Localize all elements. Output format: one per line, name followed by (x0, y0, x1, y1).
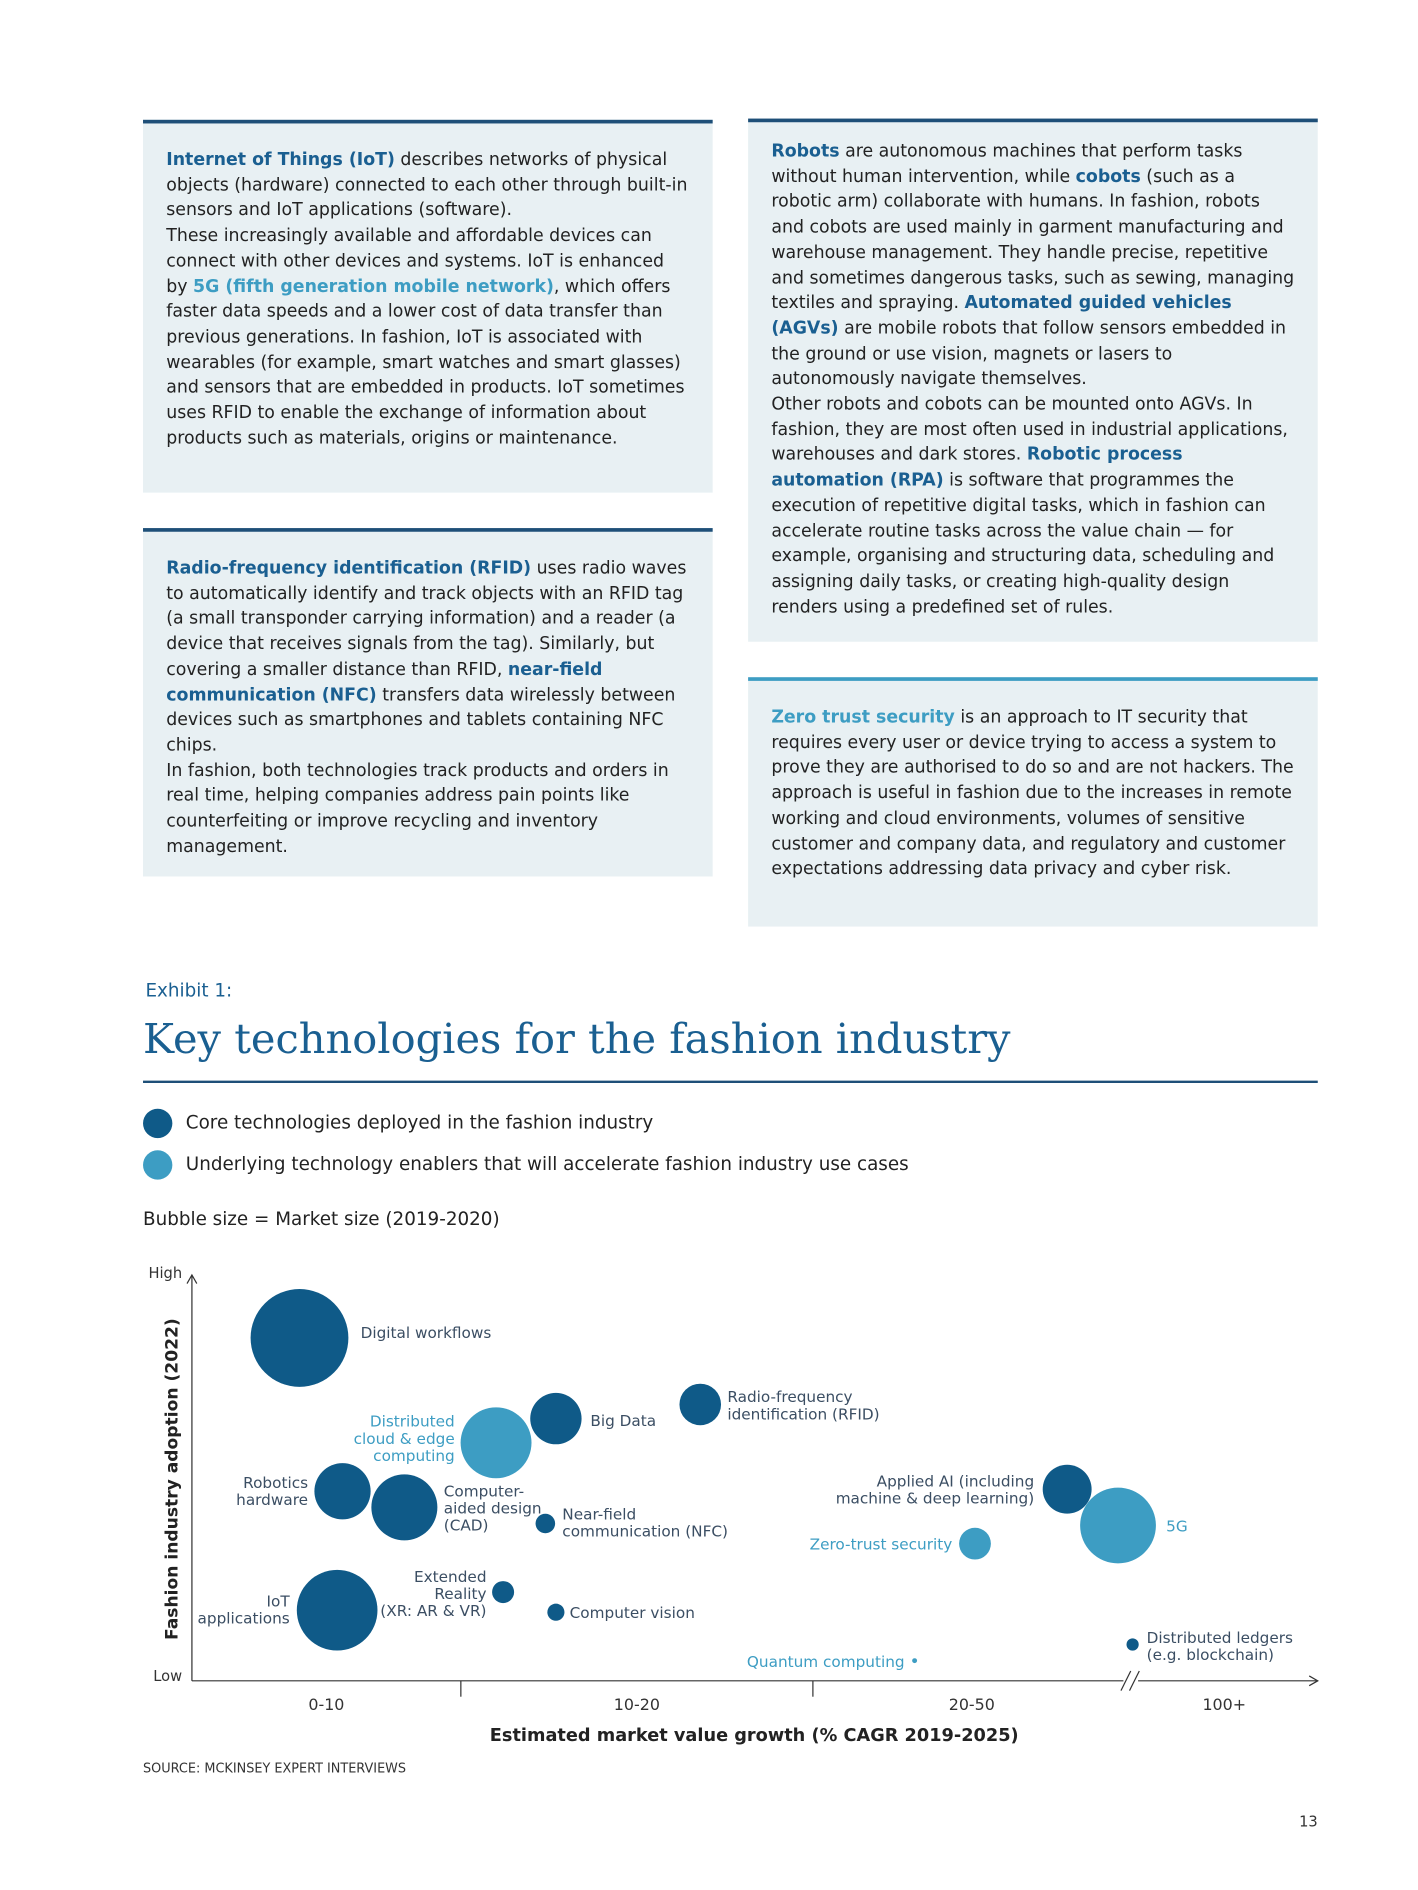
bubble (959, 1527, 991, 1560)
bubble-label: Distributed cloud & edge computing (354, 1412, 455, 1464)
y-tick-label: Low (153, 1668, 182, 1685)
term: cobots (1075, 167, 1141, 187)
term: Internet of Things (IoT) (166, 150, 395, 170)
x-tick-label: 100+ (1202, 1695, 1246, 1714)
bubble (1042, 1464, 1092, 1514)
x-arrow (1308, 1675, 1319, 1687)
legend-label: Core technologies deployed in the fashio… (186, 1112, 654, 1133)
bubble (535, 1513, 556, 1534)
bubble (679, 1383, 722, 1426)
legend-label: Underlying technology enablers that will… (186, 1154, 909, 1175)
bubble-label: 5G (1166, 1517, 1188, 1535)
chart-title: Key technologies for the fashion industr… (143, 1014, 1011, 1063)
page-number: 13 (1299, 1814, 1318, 1831)
legend-swatch (143, 1108, 173, 1139)
bubble (314, 1463, 371, 1520)
term: Radio-frequency identification (RFID) (166, 558, 532, 579)
body-text: are mobile robots that follow sensors em… (771, 318, 1288, 466)
text-box: Internet of Things (IoT) describes netwo… (143, 119, 713, 493)
text-box: Zero trust security is an approach to IT… (748, 677, 1318, 927)
bubble (296, 1569, 378, 1651)
body-text: is an approach to IT security that requi… (771, 707, 1294, 880)
term: near-field communication (NFC) (166, 659, 603, 705)
term: Robotic process automation (RPA) (771, 445, 1183, 491)
x-tick-label: 20-50 (949, 1695, 995, 1714)
size-note: Bubble size = Market size (2019-2020) (143, 1209, 500, 1230)
bubble-label: Radio-frequency identification (RFID) (727, 1388, 879, 1423)
bubble-label: Applied AI (including machine & deep lear… (836, 1472, 1034, 1507)
bubble (530, 1392, 582, 1445)
body-text: (such as a robotic arm) collaborate with… (771, 167, 1295, 314)
bubble (912, 1658, 918, 1664)
source: SOURCE: MCKINSEY EXPERT INTERVIEWS (143, 1761, 406, 1776)
body-text: , which offers faster data speeds and a … (166, 276, 685, 449)
bubble-label: Distributed ledgers (e.g. blockchain) (1147, 1629, 1293, 1664)
bubble (1126, 1638, 1139, 1651)
bubble-label: Big Data (590, 1412, 656, 1430)
axis-break-gap (1123, 1672, 1139, 1690)
y-arrow (186, 1273, 198, 1284)
bubble-label: Computer vision (570, 1604, 695, 1622)
text-box: Radio-frequency identification (RFID) us… (143, 528, 713, 877)
bubble-label: Zero-trust security (810, 1536, 953, 1554)
axis-break (1128, 1670, 1140, 1691)
bubble (492, 1581, 515, 1604)
bubble (460, 1407, 532, 1479)
body-text: uses radio waves to automatically identi… (166, 558, 687, 680)
term: 5G (fifth generation mobile network) (193, 276, 554, 297)
bubble (547, 1603, 565, 1621)
text-box: Robots are autonomous machines that perf… (748, 118, 1318, 642)
bubble-label: IoT applications (198, 1592, 291, 1627)
bubble-label: Near-field communication (NFC) (562, 1505, 728, 1540)
body-text: transfers data wirelessly between device… (166, 685, 676, 857)
term: Robots (771, 141, 840, 162)
term: Automated guided vehicles (AGVs) (771, 293, 1232, 339)
body-text: describes networks of physical objects (… (166, 150, 688, 297)
y-tick-label: High (148, 1265, 182, 1282)
exhibit-label: Exhibit 1: (145, 980, 232, 1001)
axis-break (1120, 1670, 1132, 1691)
bubble-label: Digital workflows (361, 1324, 492, 1342)
bubble-label: Extended Reality (XR: AR & VR) (380, 1567, 486, 1619)
x-axis-title: Estimated market value growth (% CAGR 20… (490, 1726, 1019, 1746)
bubble (371, 1474, 438, 1541)
bubble-label: Robotics hardware (236, 1473, 308, 1508)
bubble-label: Quantum computing (747, 1653, 905, 1671)
bubble (1080, 1487, 1156, 1564)
bubble (250, 1289, 349, 1387)
legend-swatch (143, 1150, 173, 1180)
x-tick-label: 0-10 (308, 1695, 344, 1714)
body-text: are autonomous machines that perform tas… (771, 141, 1243, 187)
body-text: is software that programmes the executio… (771, 470, 1275, 617)
bubble-label: Computer-aided design (CAD) (444, 1482, 542, 1534)
term: Zero trust security (771, 707, 955, 728)
y-axis-title: Fashion industry adoption (2022) (162, 1318, 182, 1640)
x-tick-label: 10-20 (614, 1695, 660, 1714)
